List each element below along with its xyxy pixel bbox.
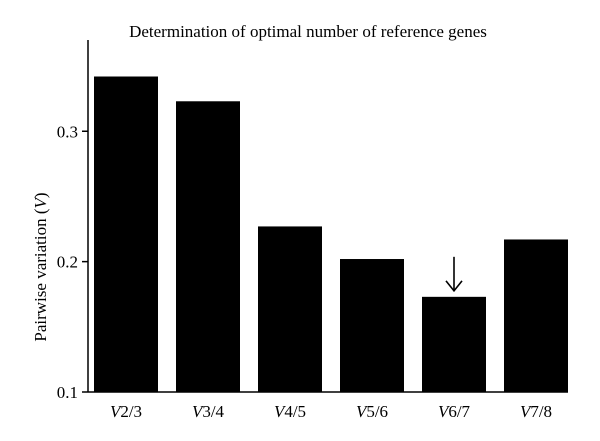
y-ticks: 0.1 0.2 0.3 (57, 122, 88, 402)
x-tick-label: V6/7 (438, 402, 471, 421)
chart-title: Determination of optimal number of refer… (129, 22, 487, 41)
x-tick-label: V7/8 (520, 402, 552, 421)
x-tick-label: V5/6 (356, 402, 388, 421)
bars (88, 76, 568, 393)
bar-v4-5 (258, 226, 322, 392)
y-tick-label: 0.1 (57, 383, 78, 402)
x-tick-label: V4/5 (274, 402, 306, 421)
y-axis-label: Pairwise variation (V) (31, 192, 50, 341)
bar-v6-7 (422, 296, 486, 392)
bar-v2-3 (94, 76, 158, 393)
arrow-down-icon (445, 280, 463, 293)
x-tick-label: V2/3 (110, 402, 142, 421)
x-tick-label: V3/4 (192, 402, 225, 421)
y-axis-label-close: ) (31, 192, 50, 198)
annotations (445, 256, 463, 293)
y-axis-label-var: V (31, 195, 50, 208)
bar-v3-4 (176, 101, 240, 392)
y-tick-label: 0.3 (57, 122, 78, 141)
bar-v7-8 (504, 239, 568, 392)
y-axis-label-text: Pairwise variation ( (31, 208, 50, 341)
x-tick-labels: V2/3 V3/4 V4/5 V5/6 V6/7 V7/8 (110, 402, 552, 421)
y-tick-label: 0.2 (57, 253, 78, 272)
bar-v5-6 (340, 259, 404, 392)
